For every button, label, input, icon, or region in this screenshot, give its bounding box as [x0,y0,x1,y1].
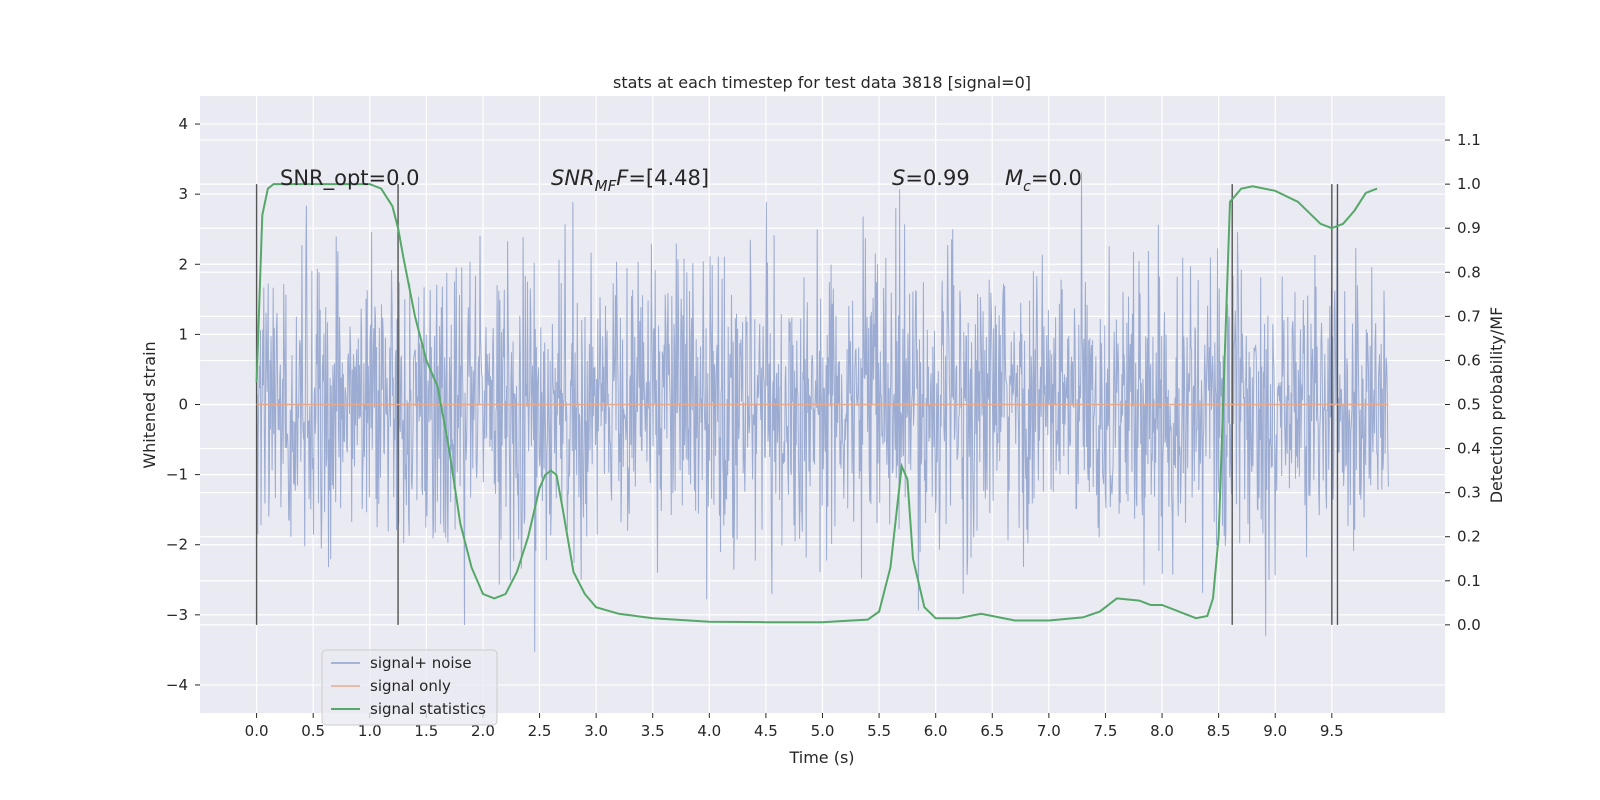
x-tick-label: 6.0 [924,722,948,740]
x-tick-label: 1.5 [414,722,438,740]
y-right-tick-label: 0.1 [1457,572,1481,590]
legend-label-stats: signal statistics [370,700,486,718]
y-right-axis-label: Detection probability/MF [1487,307,1506,504]
snr-opt-annotation: SNR_opt=0.0 [280,166,420,191]
y-left-tick-label: 4 [178,115,188,133]
y-left-tick-label: −2 [166,536,188,554]
x-axis-ticks: 0.0 0.5 1.0 1.5 2.0 2.5 3.0 3.5 4.0 4.5 5.0 5.5 6.0 6… [245,713,1344,740]
y-right-tick-label: 0.7 [1457,307,1481,325]
y-right-tick-label: 0.3 [1457,484,1481,502]
noise-line [256,172,1389,652]
y-left-axis-ticks: −4 −3 −2 −1 0 1 2 3 4 [166,115,200,694]
y-right-tick-label: 1.0 [1457,175,1481,193]
x-tick-label: 8.0 [1150,722,1174,740]
noise-series [256,172,1389,652]
mc-annotation: Mc=0.0 [1005,166,1082,195]
x-tick-label: 9.5 [1320,722,1344,740]
statistics-series [255,183,1378,624]
x-axis-label: Time (s) [788,748,854,767]
x-tick-label: 2.5 [528,722,552,740]
x-tick-label: 5.5 [867,722,891,740]
y-right-tick-label: 0.2 [1457,528,1481,546]
x-tick-label: 3.5 [641,722,665,740]
x-tick-label: 5.0 [811,722,835,740]
y-right-axis-ticks: 0.0 0.1 0.2 0.3 0.4 0.5 0.6 0.7 0.8 0.9 1.0 1.1 [1445,131,1481,634]
y-right-tick-label: 1.1 [1457,131,1481,149]
y-left-tick-label: 1 [178,325,188,343]
y-left-axis-label: Whitened strain [140,341,159,468]
legend: signal+ noise signal only signal statist… [321,649,498,726]
snr-mf-annotation: SNRMFF=[4.48] [551,166,709,195]
y-left-tick-label: −1 [166,466,188,484]
x-tick-label: 0.5 [301,722,325,740]
y-right-tick-label: 0.4 [1457,440,1481,458]
legend-label-signal: signal only [370,677,451,695]
x-tick-label: 2.0 [471,722,495,740]
y-left-tick-label: 2 [178,255,188,273]
x-tick-label: 9.0 [1263,722,1287,740]
x-tick-label: 4.5 [754,722,778,740]
y-left-tick-label: −3 [166,606,188,624]
y-left-tick-label: 0 [178,396,188,414]
y-right-tick-label: 0.9 [1457,219,1481,237]
chart-title: stats at each timestep for test data 381… [613,73,1031,92]
x-tick-label: 4.0 [697,722,721,740]
y-right-tick-label: 0.0 [1457,616,1481,634]
x-tick-label: 8.5 [1207,722,1231,740]
y-left-tick-label: −4 [166,676,188,694]
legend-label-noise: signal+ noise [370,654,472,672]
x-tick-label: 6.5 [980,722,1004,740]
y-left-tick-label: 3 [178,185,188,203]
y-right-tick-label: 0.6 [1457,351,1481,369]
x-tick-label: 3.0 [584,722,608,740]
x-tick-label: 7.5 [1094,722,1118,740]
x-tick-label: 1.0 [358,722,382,740]
statistics-line [255,183,1378,624]
x-tick-label: 7.0 [1037,722,1061,740]
y-right-tick-label: 0.5 [1457,396,1481,414]
x-tick-label: 0.0 [245,722,269,740]
y-right-tick-label: 0.8 [1457,263,1481,281]
s-annotation: S=0.99 [892,166,970,190]
